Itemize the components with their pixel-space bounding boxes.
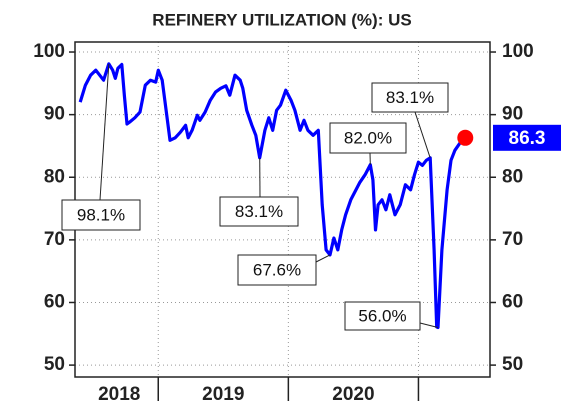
annotation-label: 83.1% xyxy=(235,202,283,221)
y-tick-label: 70 xyxy=(44,229,65,250)
y-tick-label: 60 xyxy=(44,292,65,313)
y2-tick-label: 90 xyxy=(502,104,523,125)
y-tick-label: 90 xyxy=(44,104,65,125)
chart-title: REFINERY UTILIZATION (%): US xyxy=(152,10,411,29)
annotation-label: 98.1% xyxy=(77,205,125,224)
annotation-leader xyxy=(419,322,439,329)
y-tick-label: 100 xyxy=(33,41,65,62)
end-marker xyxy=(457,129,474,146)
annotation-label: 83.1% xyxy=(386,88,434,107)
y2-tick-label: 80 xyxy=(502,166,523,187)
annotation-label: 67.6% xyxy=(253,260,301,279)
y2-tick-label: 60 xyxy=(502,292,523,313)
annotation-box xyxy=(219,196,299,227)
x-tick-label: 2019 xyxy=(202,384,244,405)
annotation-label: 56.0% xyxy=(358,306,406,325)
y2-tick-label: 50 xyxy=(502,354,523,375)
data-line xyxy=(78,62,467,330)
y2-tick-label: 100 xyxy=(502,41,534,62)
annotation-box xyxy=(237,254,317,286)
annotation-leader xyxy=(99,63,110,201)
end-label-box xyxy=(493,124,561,151)
annotation-label: 82.0% xyxy=(344,128,392,147)
annotation-box xyxy=(371,82,449,113)
x-tick-label: 2020 xyxy=(332,384,374,405)
x-tick-label: 2018 xyxy=(98,384,140,405)
annotation-box xyxy=(61,199,141,231)
y-tick-label: 80 xyxy=(44,166,65,187)
end-label: 86.3 xyxy=(509,128,546,149)
annotation-leader xyxy=(414,111,431,158)
annotation-box xyxy=(329,122,407,154)
y-tick-label: 50 xyxy=(44,354,65,375)
annotation-leader xyxy=(315,254,331,263)
annotation-box xyxy=(344,301,421,331)
y2-tick-label: 70 xyxy=(502,229,523,250)
